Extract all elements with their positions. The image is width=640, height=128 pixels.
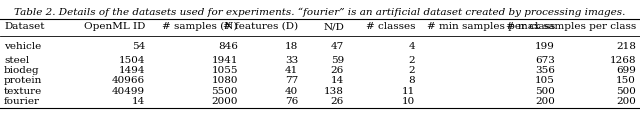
Text: 846: 846 <box>218 42 238 51</box>
Text: 500: 500 <box>616 87 636 96</box>
Text: 26: 26 <box>331 66 344 75</box>
Text: 200: 200 <box>616 97 636 106</box>
Text: # samples (N): # samples (N) <box>163 22 238 31</box>
Text: 199: 199 <box>535 42 555 51</box>
Text: 1055: 1055 <box>211 66 238 75</box>
Text: steel: steel <box>4 56 29 65</box>
Text: vehicle: vehicle <box>4 42 41 51</box>
Text: 26: 26 <box>331 97 344 106</box>
Text: protein: protein <box>4 76 42 85</box>
Text: 2: 2 <box>408 66 415 75</box>
Text: # max samples per class: # max samples per class <box>506 22 636 31</box>
Text: 8: 8 <box>408 76 415 85</box>
Text: # classes: # classes <box>365 22 415 31</box>
Text: 40: 40 <box>285 87 298 96</box>
Text: 4: 4 <box>408 42 415 51</box>
Text: 5500: 5500 <box>211 87 238 96</box>
Text: 1504: 1504 <box>118 56 145 65</box>
Text: 2000: 2000 <box>211 97 238 106</box>
Text: 1941: 1941 <box>211 56 238 65</box>
Text: Dataset: Dataset <box>4 22 45 31</box>
Text: 1494: 1494 <box>118 66 145 75</box>
Text: 47: 47 <box>331 42 344 51</box>
Text: 14: 14 <box>331 76 344 85</box>
Text: 14: 14 <box>132 97 145 106</box>
Text: 18: 18 <box>285 42 298 51</box>
Text: 54: 54 <box>132 42 145 51</box>
Text: 77: 77 <box>285 76 298 85</box>
Text: 1268: 1268 <box>609 56 636 65</box>
Text: 138: 138 <box>324 87 344 96</box>
Text: 59: 59 <box>331 56 344 65</box>
Text: 11: 11 <box>402 87 415 96</box>
Text: 218: 218 <box>616 42 636 51</box>
Text: 356: 356 <box>535 66 555 75</box>
Text: 40966: 40966 <box>112 76 145 85</box>
Text: 40499: 40499 <box>112 87 145 96</box>
Text: 673: 673 <box>535 56 555 65</box>
Text: 2: 2 <box>408 56 415 65</box>
Text: 105: 105 <box>535 76 555 85</box>
Text: fourier: fourier <box>4 97 40 106</box>
Text: N/D: N/D <box>323 22 344 31</box>
Text: 10: 10 <box>402 97 415 106</box>
Text: texture: texture <box>4 87 42 96</box>
Text: # min samples per class: # min samples per class <box>427 22 555 31</box>
Text: 76: 76 <box>285 97 298 106</box>
Text: 1080: 1080 <box>211 76 238 85</box>
Text: OpenML ID: OpenML ID <box>84 22 145 31</box>
Text: # features (D): # features (D) <box>223 22 298 31</box>
Text: Table 2. Details of the datasets used for experiments. “fourier” is an artificia: Table 2. Details of the datasets used fo… <box>14 8 626 17</box>
Text: 41: 41 <box>285 66 298 75</box>
Text: biodeg: biodeg <box>4 66 40 75</box>
Text: 699: 699 <box>616 66 636 75</box>
Text: 500: 500 <box>535 87 555 96</box>
Text: 150: 150 <box>616 76 636 85</box>
Text: 200: 200 <box>535 97 555 106</box>
Text: 33: 33 <box>285 56 298 65</box>
